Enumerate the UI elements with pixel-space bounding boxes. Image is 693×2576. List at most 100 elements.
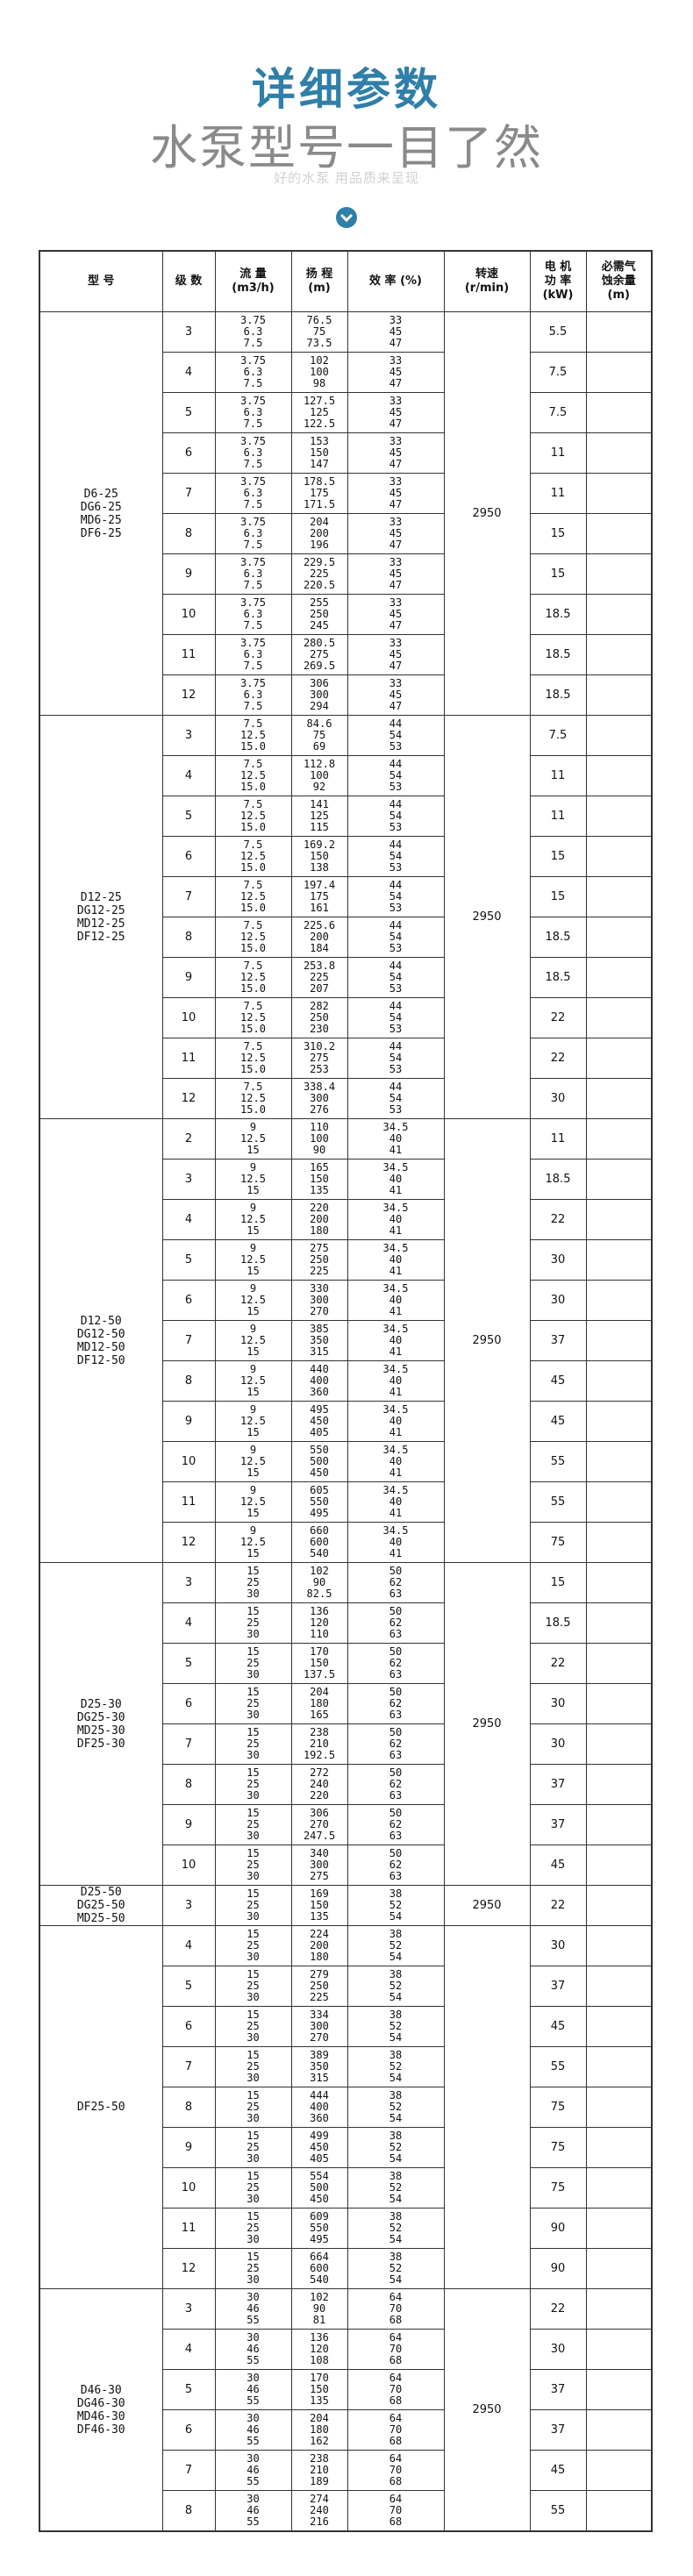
stage-cell: 6 — [161, 1683, 216, 1724]
head-value: 108 — [310, 2354, 329, 2366]
head-value: 141 — [310, 798, 329, 810]
data-row: 12 3.75 6.3 7.5 306 300 294 33 45 47 18.5 — [39, 674, 653, 716]
power-cell: 18.5 — [529, 674, 587, 716]
flow-value: 15.0 — [240, 1103, 266, 1116]
head-value: 122.5 — [303, 417, 336, 430]
head-cell: 550 500 450 — [290, 1441, 348, 1482]
head-value: 245 — [310, 619, 329, 632]
eff-value: 63 — [389, 1830, 403, 1842]
speed-value: 2950 — [472, 1334, 502, 1347]
stage-cell: 3 — [161, 1159, 216, 1200]
stage-cell: 9 — [161, 1804, 216, 1845]
flow-value: 15 — [246, 2210, 260, 2223]
header-cell: 流 量 (m3/h) — [214, 250, 292, 312]
head-value: 165 — [310, 1709, 329, 1721]
stage-cell: 4 — [161, 1602, 216, 1644]
header-text: (kW) — [542, 289, 574, 302]
head-value: 550 — [310, 1444, 329, 1456]
stage-cell: 6 — [161, 2409, 216, 2451]
head-cell: 444 400 360 — [290, 2087, 348, 2128]
npsh-cell — [585, 594, 653, 635]
flow-value: 9 — [249, 1484, 257, 1496]
stage-cell: 5 — [161, 1966, 216, 2007]
head-cell: 389 350 315 — [290, 2046, 348, 2087]
header-cell: 效 率 (%) — [346, 250, 445, 312]
eff-value: 54 — [389, 1092, 403, 1104]
head-cell: 178.5 175 171.5 — [290, 473, 348, 514]
eff-value: 50 — [389, 1686, 403, 1698]
data-row: 6 7.5 12.5 15.0 169.2 150 138 44 54 53 15 — [39, 836, 653, 877]
flow-value: 3.75 — [240, 354, 266, 367]
flow-value: 3.75 — [240, 637, 266, 649]
header-cell: 电 机功 率 (kW) — [529, 250, 587, 312]
eff-value: 68 — [389, 2314, 403, 2326]
flow-cell: 3.75 6.3 7.5 — [214, 392, 292, 433]
eff-cell: 33 45 47 — [346, 594, 445, 635]
npsh-cell — [585, 473, 653, 514]
head-value: 204 — [310, 2412, 329, 2424]
header-text: 型 号 — [87, 275, 115, 288]
power-cell: 37 — [529, 1966, 587, 2007]
flow-value: 15.0 — [240, 1023, 266, 1035]
head-value: 609 — [310, 2210, 329, 2223]
flow-value: 30 — [246, 1588, 260, 1600]
eff-value: 54 — [389, 2152, 403, 2165]
header-text: 效 率 (%) — [369, 275, 422, 288]
eff-cell: 38 52 54 — [346, 1925, 445, 1966]
eff-cell: 50 62 63 — [346, 1845, 445, 1886]
data-row: 8 15 25 30 272 240 220 50 62 63 37 — [39, 1764, 653, 1805]
head-cell: 141 125 115 — [290, 796, 348, 837]
npsh-cell — [585, 2127, 653, 2168]
header-cell: 级 数 — [161, 250, 216, 312]
flow-cell: 7.5 12.5 15.0 — [214, 1038, 292, 1079]
stage-cell: 3 — [161, 715, 216, 756]
flow-value: 3.75 — [240, 556, 266, 568]
flow-value: 46 — [246, 2302, 260, 2315]
head-value: 605 — [310, 1484, 329, 1496]
flow-cell: 15 25 30 — [214, 1925, 292, 1966]
eff-value: 52 — [389, 2262, 403, 2274]
head-value: 170 — [310, 1645, 329, 1658]
head-cell: 605 550 495 — [290, 1481, 348, 1523]
flow-value: 25 — [246, 1980, 260, 1992]
eff-value: 54 — [389, 810, 403, 822]
eff-cell: 44 54 53 — [346, 715, 445, 756]
eff-value: 44 — [389, 960, 403, 972]
data-row: 8 3.75 6.3 7.5 204 200 196 33 45 47 15 — [39, 513, 653, 554]
model-name: D25-30 — [80, 1697, 122, 1711]
head-value: 450 — [310, 1466, 329, 1479]
eff-value: 45 — [389, 689, 403, 701]
head-cell: 204 200 196 — [290, 513, 348, 554]
flow-value: 7.5 — [243, 758, 263, 770]
power-cell: 45 — [529, 1845, 587, 1886]
eff-value: 34.5 — [382, 1323, 409, 1335]
eff-cell: 38 52 54 — [346, 2127, 445, 2168]
flow-value: 15.0 — [240, 740, 266, 753]
data-row: 11 3.75 6.3 7.5 280.5 275 269.5 33 45 47 18.5 — [39, 634, 653, 675]
npsh-cell — [585, 2450, 653, 2491]
head-cell: 112.8 100 92 — [290, 755, 348, 796]
eff-value: 54 — [389, 1052, 403, 1064]
model-cell: D25-30 DG25-30 MD25-30 DF25-30 — [39, 1562, 163, 1886]
flow-value: 6.3 — [243, 527, 263, 539]
head-value: 300 — [310, 1859, 329, 1871]
eff-value: 38 — [389, 1928, 403, 1940]
flow-value: 15 — [246, 1726, 260, 1738]
flow-cell: 15 25 30 — [214, 2248, 292, 2289]
flow-value: 9 — [249, 1121, 257, 1133]
npsh-cell — [585, 1845, 653, 1886]
eff-value: 50 — [389, 1605, 403, 1617]
flow-value: 15 — [246, 1605, 260, 1617]
flow-value: 15 — [246, 1887, 260, 1900]
flow-cell: 9 12.5 15 — [214, 1360, 292, 1402]
flow-value: 25 — [246, 1657, 260, 1669]
flow-cell: 15 25 30 — [214, 1845, 292, 1886]
power-cell: 55 — [529, 2046, 587, 2087]
eff-value: 53 — [389, 902, 403, 914]
stage-cell: 12 — [161, 674, 216, 716]
flow-value: 7.5 — [243, 377, 263, 389]
head-cell: 225.6 200 184 — [290, 917, 348, 958]
head-value: 275 — [310, 1870, 329, 1882]
flow-cell: 3.75 6.3 7.5 — [214, 674, 292, 716]
eff-value: 47 — [389, 498, 403, 510]
